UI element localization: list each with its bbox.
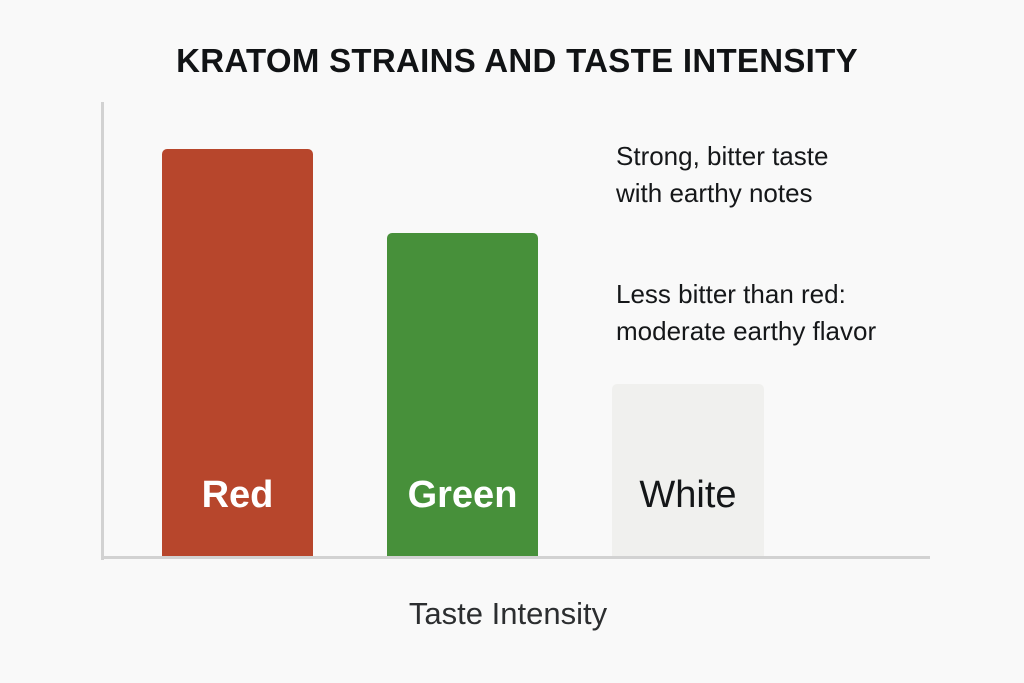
annotation-red-line-2: with earthy notes — [616, 178, 813, 208]
y-axis-line — [101, 102, 104, 560]
chart-title: KRATOM STRAINS AND TASTE INTENSITY — [176, 42, 858, 79]
annotation-green: Less bitter than red: moderate earthy fl… — [616, 276, 876, 350]
x-axis-line — [101, 556, 930, 559]
bar-label-green: Green — [407, 474, 518, 516]
annotation-red: Strong, bitter taste with earthy notes — [616, 138, 828, 212]
bar-label-white: White — [639, 474, 737, 516]
bar-red: Red — [162, 149, 313, 557]
annotation-red-line-1: Strong, bitter taste — [616, 141, 829, 171]
annotation-green-line-1: Less bitter than red: — [616, 279, 846, 309]
annotation-green-line-2: moderate earthy flavor — [616, 316, 877, 346]
bar-label-red: Red — [201, 474, 274, 516]
x-axis-label: Taste Intensity — [408, 596, 608, 631]
bar-green: Green — [387, 233, 538, 557]
bar-white: White — [612, 384, 764, 557]
